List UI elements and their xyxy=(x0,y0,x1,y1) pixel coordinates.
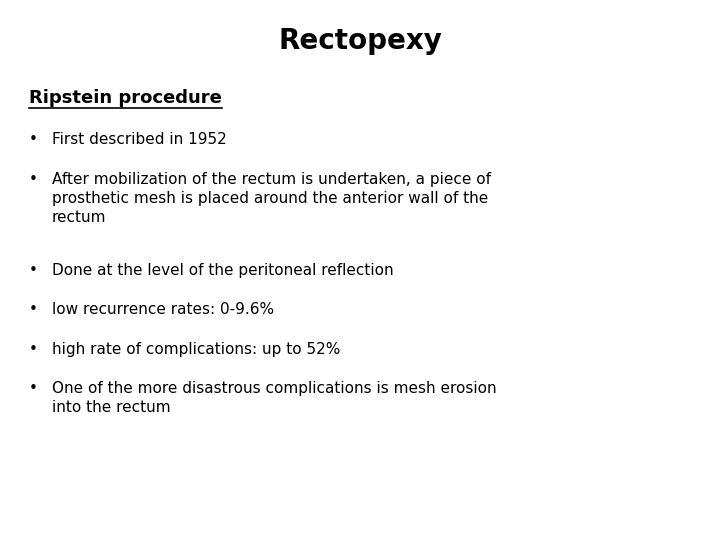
Text: high rate of complications: up to 52%: high rate of complications: up to 52% xyxy=(52,342,341,357)
Text: After mobilization of the rectum is undertaken, a piece of
prosthetic mesh is pl: After mobilization of the rectum is unde… xyxy=(52,172,491,225)
Text: Done at the level of the peritoneal reflection: Done at the level of the peritoneal refl… xyxy=(52,263,393,278)
Text: One of the more disastrous complications is mesh erosion
into the rectum: One of the more disastrous complications… xyxy=(52,381,497,415)
Text: low recurrence rates: 0-9.6%: low recurrence rates: 0-9.6% xyxy=(52,302,274,318)
Text: Rectopexy: Rectopexy xyxy=(278,27,442,55)
Text: •: • xyxy=(29,263,37,278)
Text: •: • xyxy=(29,342,37,357)
Text: First described in 1952: First described in 1952 xyxy=(52,132,227,147)
Text: •: • xyxy=(29,172,37,187)
Text: Ripstein procedure: Ripstein procedure xyxy=(29,89,222,107)
Text: •: • xyxy=(29,132,37,147)
Text: •: • xyxy=(29,381,37,396)
Text: •: • xyxy=(29,302,37,318)
